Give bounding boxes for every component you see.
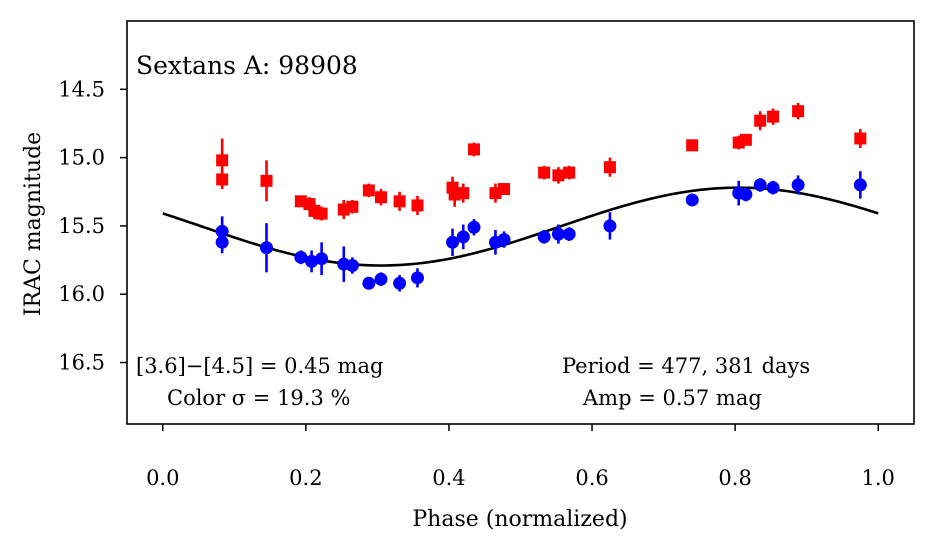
data-point xyxy=(345,259,359,273)
data-point xyxy=(791,178,805,192)
x-tick-label: 0.8 xyxy=(718,466,751,490)
series-red xyxy=(216,102,867,221)
data-point xyxy=(467,143,480,156)
x-axis-label: Phase (normalized) xyxy=(412,507,627,532)
axis-ticks-layer: 0.0 0.2 0.4 0.6 0.8 1.0 14.5 15.0 15.5 16.0 16.5 xyxy=(58,77,895,490)
chart-title: Sextans A: 98908 xyxy=(136,51,358,80)
color-difference-annotation: [3.6]−[4.5] = 0.45 mag xyxy=(136,354,383,378)
data-point xyxy=(305,254,319,268)
x-tick-label: 1.0 xyxy=(862,466,895,490)
data-point xyxy=(538,166,551,179)
data-point xyxy=(767,110,780,123)
y-tick-label: 16.0 xyxy=(58,282,105,306)
data-point xyxy=(562,227,576,241)
data-point xyxy=(537,230,551,244)
data-point xyxy=(216,154,229,167)
data-point xyxy=(411,199,424,212)
plot-frame xyxy=(126,20,915,425)
data-point xyxy=(362,276,376,290)
data-point xyxy=(294,250,308,264)
data-point xyxy=(766,181,780,195)
data-point xyxy=(854,132,867,145)
data-point xyxy=(563,166,576,179)
data-point xyxy=(739,133,752,146)
data-point xyxy=(374,191,387,204)
y-tick-label: 14.5 xyxy=(58,77,105,101)
y-tick-label: 15.0 xyxy=(58,146,105,170)
data-point xyxy=(393,195,406,208)
data-point xyxy=(551,227,565,241)
data-point xyxy=(260,241,274,255)
data-point xyxy=(467,220,481,234)
data-point xyxy=(685,193,699,207)
x-tick-label: 0.6 xyxy=(575,466,608,490)
y-axis-label: IRAC magnitude xyxy=(21,132,46,316)
data-point xyxy=(446,235,460,249)
x-tick-label: 0.4 xyxy=(432,466,465,490)
x-tick-label: 0.0 xyxy=(146,466,179,490)
data-point xyxy=(393,276,407,290)
data-point xyxy=(603,161,616,174)
data-point xyxy=(315,207,328,220)
data-point xyxy=(603,219,617,233)
data-point xyxy=(686,139,699,152)
color-sigma-annotation: Color σ = 19.3 % xyxy=(167,386,350,410)
data-point xyxy=(739,187,753,201)
data-point xyxy=(552,169,565,182)
data-point xyxy=(457,187,470,200)
series-blue xyxy=(215,171,867,292)
data-point xyxy=(260,174,273,187)
data-point xyxy=(497,233,511,247)
data-point xyxy=(315,252,329,266)
data-point xyxy=(346,200,359,213)
x-tick-label: 0.2 xyxy=(289,466,322,490)
data-point xyxy=(410,271,424,285)
data-point xyxy=(753,178,767,192)
data-point xyxy=(498,183,511,196)
data-point xyxy=(792,105,805,118)
data-points-layer xyxy=(215,102,867,292)
data-point xyxy=(456,230,470,244)
data-point xyxy=(216,173,229,186)
amplitude-annotation: Amp = 0.57 mag xyxy=(582,386,762,410)
data-point xyxy=(374,272,388,286)
data-point xyxy=(754,114,767,127)
data-point xyxy=(362,184,375,197)
y-tick-label: 15.5 xyxy=(58,214,105,238)
data-point xyxy=(215,235,229,249)
y-tick-label: 16.5 xyxy=(58,351,105,375)
period-annotation: Period = 477, 381 days xyxy=(562,354,810,378)
data-point xyxy=(853,178,867,192)
